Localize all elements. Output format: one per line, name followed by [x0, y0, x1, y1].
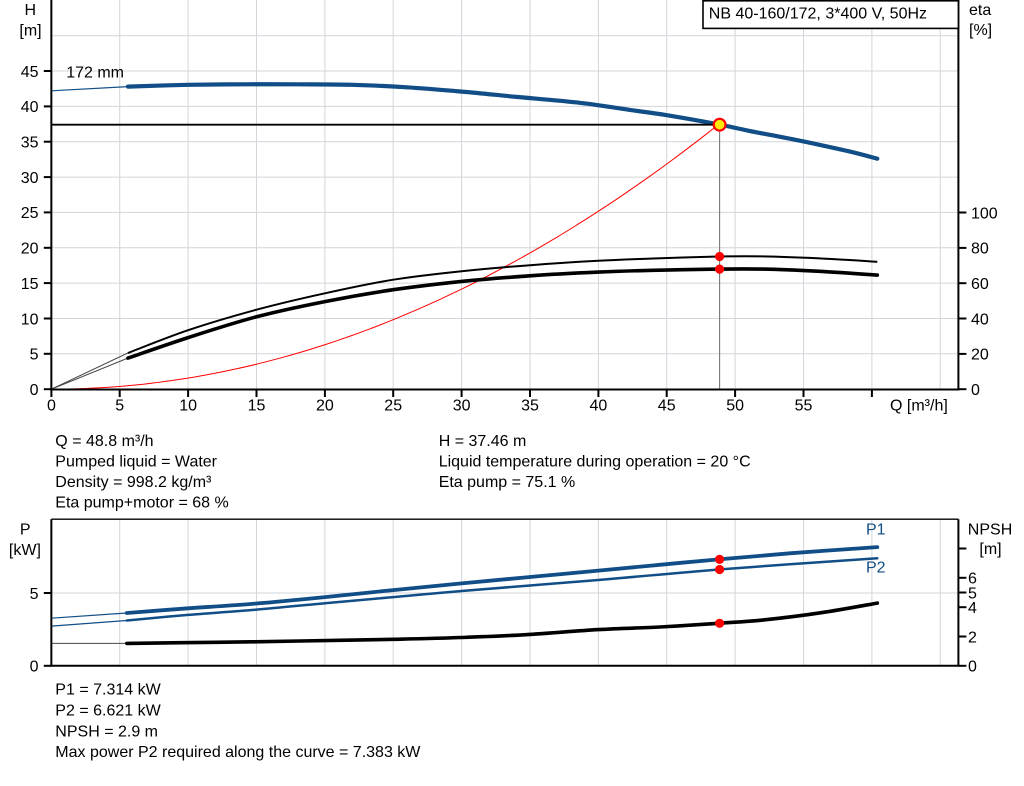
svg-text:0: 0 [30, 659, 39, 676]
svg-text:172 mm: 172 mm [66, 65, 124, 82]
svg-text:0: 0 [968, 659, 977, 676]
svg-text:35: 35 [21, 135, 39, 152]
svg-text:40: 40 [590, 398, 608, 415]
svg-text:15: 15 [248, 398, 266, 415]
svg-text:10: 10 [21, 311, 39, 328]
svg-text:NB 40-160/172, 3*400 V, 50Hz: NB 40-160/172, 3*400 V, 50Hz [709, 6, 927, 23]
svg-text:25: 25 [384, 398, 402, 415]
svg-text:Eta pump+motor = 68 %: Eta pump+motor = 68 % [55, 495, 228, 512]
svg-text:0: 0 [30, 382, 39, 399]
svg-text:[m]: [m] [19, 22, 41, 39]
svg-text:40: 40 [21, 99, 39, 116]
svg-text:15: 15 [21, 276, 39, 293]
svg-text:eta: eta [969, 2, 991, 19]
svg-text:45: 45 [658, 398, 676, 415]
svg-text:[m]: [m] [979, 541, 1001, 558]
svg-text:P1 = 7.314 kW: P1 = 7.314 kW [55, 682, 161, 699]
svg-text:25: 25 [21, 205, 39, 222]
svg-text:P1: P1 [866, 522, 886, 539]
svg-text:[kW]: [kW] [9, 542, 41, 559]
svg-text:4: 4 [968, 600, 977, 617]
svg-text:Max power P2 required along th: Max power P2 required along the curve = … [55, 744, 421, 761]
svg-text:P: P [20, 522, 31, 539]
svg-text:Q [m³/h]: Q [m³/h] [890, 398, 948, 415]
svg-text:P2 = 6.621 kW: P2 = 6.621 kW [55, 702, 161, 719]
svg-text:55: 55 [795, 398, 813, 415]
svg-text:30: 30 [21, 170, 39, 187]
svg-text:5: 5 [30, 586, 39, 603]
svg-text:10: 10 [179, 398, 197, 415]
svg-text:Pumped liquid = Water: Pumped liquid = Water [55, 454, 217, 471]
svg-text:50: 50 [726, 398, 744, 415]
svg-text:NPSH: NPSH [968, 522, 1012, 539]
svg-text:5: 5 [968, 585, 977, 602]
svg-text:60: 60 [971, 276, 989, 293]
svg-text:20: 20 [316, 398, 334, 415]
svg-text:100: 100 [971, 205, 998, 222]
svg-text:Eta pump = 75.1 %: Eta pump = 75.1 % [439, 474, 576, 491]
svg-text:Density = 998.2 kg/m³: Density = 998.2 kg/m³ [55, 474, 212, 491]
svg-text:30: 30 [453, 398, 471, 415]
svg-text:5: 5 [30, 347, 39, 364]
svg-text:2: 2 [968, 629, 977, 646]
svg-text:20: 20 [21, 241, 39, 258]
svg-text:35: 35 [521, 398, 539, 415]
svg-text:20: 20 [971, 347, 989, 364]
svg-text:Liquid temperature during oper: Liquid temperature during operation = 20… [439, 454, 751, 471]
svg-text:Q = 48.8 m³/h: Q = 48.8 m³/h [55, 433, 153, 450]
svg-text:45: 45 [21, 64, 39, 81]
svg-text:[%]: [%] [969, 22, 992, 39]
svg-text:P2: P2 [866, 560, 886, 577]
svg-text:40: 40 [971, 311, 989, 328]
svg-text:0: 0 [47, 398, 56, 415]
svg-text:5: 5 [115, 398, 124, 415]
svg-text:H = 37.46 m: H = 37.46 m [439, 433, 527, 450]
svg-text:6: 6 [968, 571, 977, 588]
svg-text:80: 80 [971, 241, 989, 258]
svg-text:0: 0 [971, 382, 980, 399]
svg-text:NPSH = 2.9 m: NPSH = 2.9 m [55, 723, 158, 740]
svg-text:H: H [25, 2, 37, 19]
